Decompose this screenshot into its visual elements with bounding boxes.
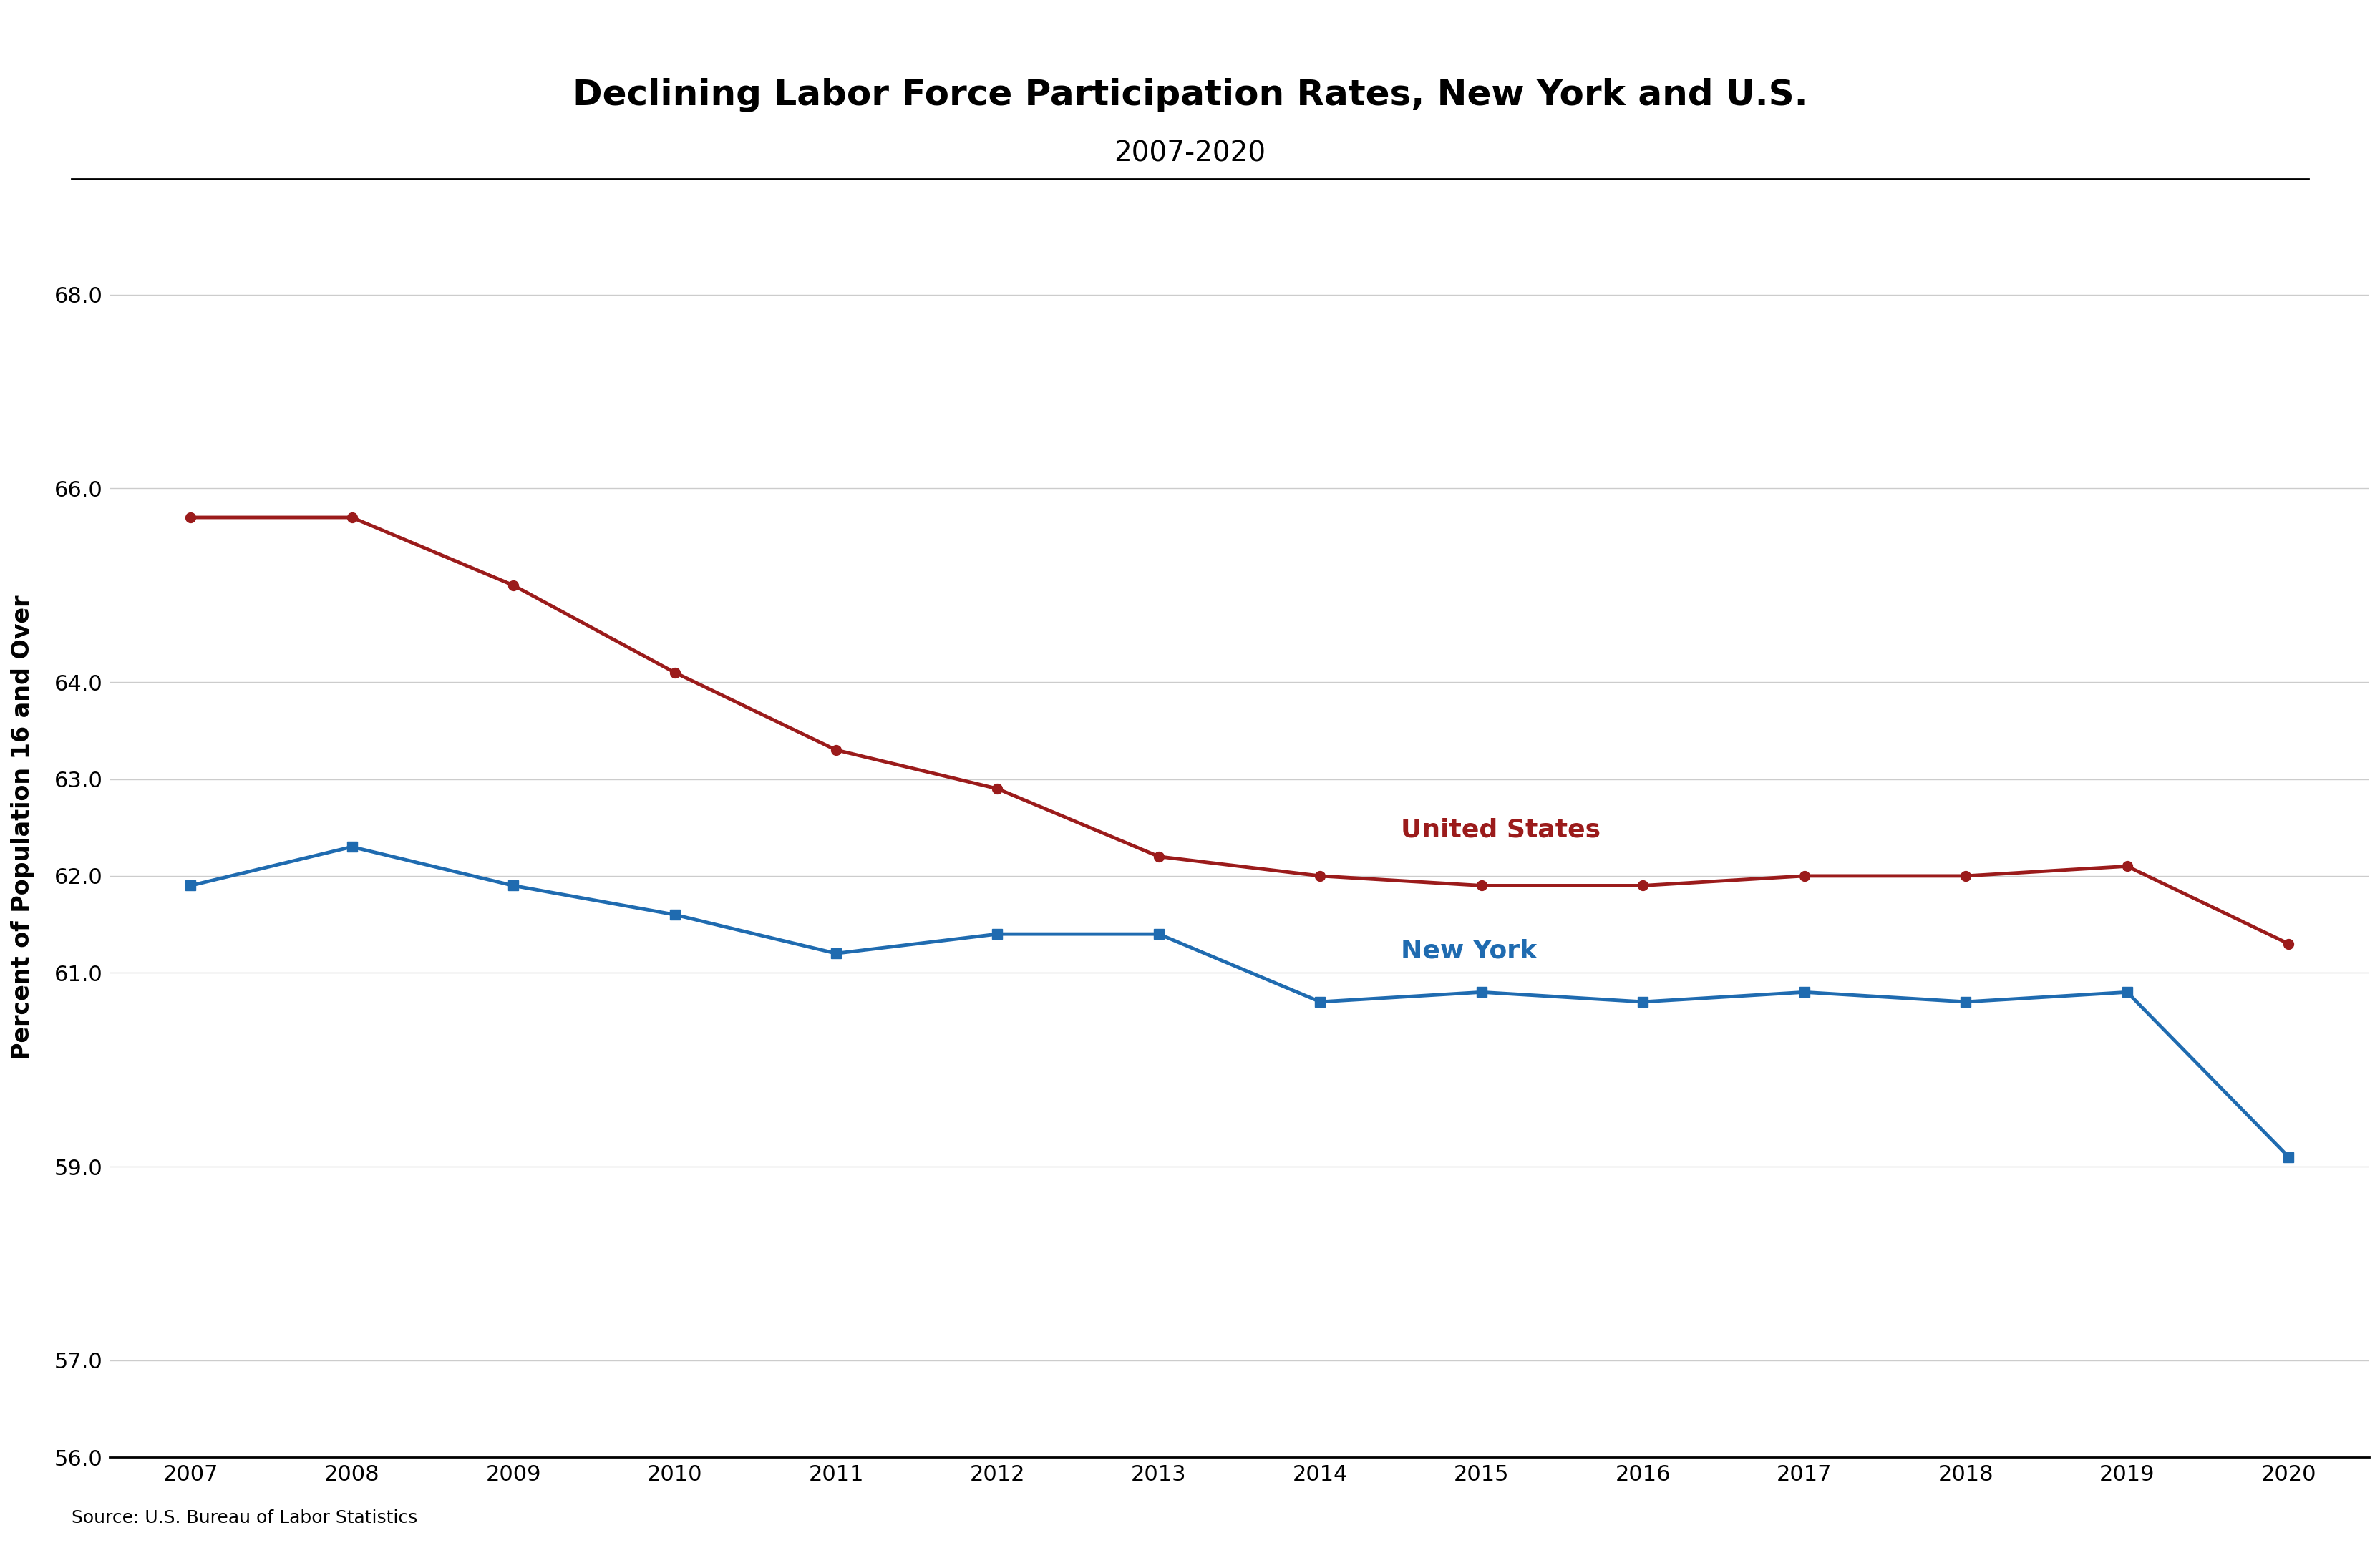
Text: New York: New York [1402, 939, 1537, 963]
Text: Declining Labor Force Participation Rates, New York and U.S.: Declining Labor Force Participation Rate… [574, 78, 1806, 112]
Y-axis label: Percent of Population 16 and Over: Percent of Population 16 and Over [12, 595, 33, 1059]
Text: United States: United States [1402, 818, 1602, 843]
Text: Source: U.S. Bureau of Labor Statistics: Source: U.S. Bureau of Labor Statistics [71, 1510, 416, 1527]
Text: 2007-2020: 2007-2020 [1114, 140, 1266, 167]
